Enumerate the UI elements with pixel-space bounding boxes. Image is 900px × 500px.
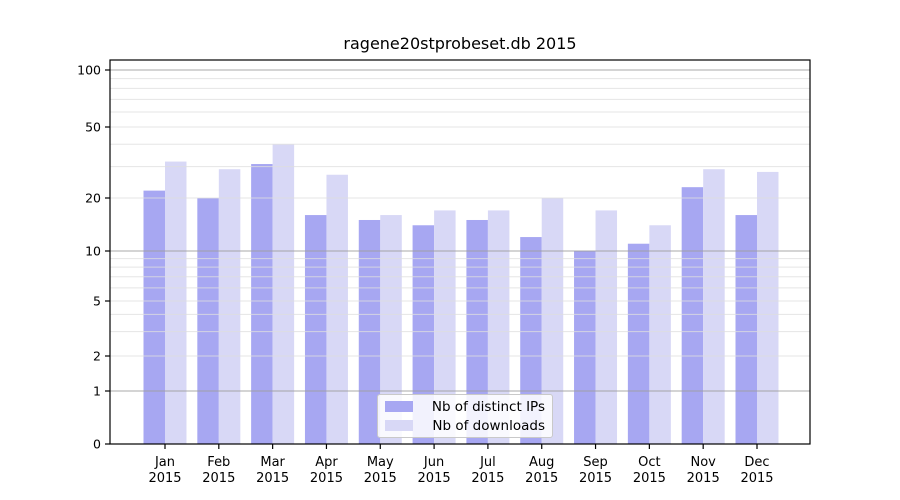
y-tick-label: 2	[93, 349, 101, 364]
bar-distinct-ips-mar	[251, 164, 273, 444]
bar-downloads-oct	[649, 225, 671, 444]
x-tick-label-month: Jun	[423, 455, 444, 470]
bar-distinct-ips-oct	[627, 243, 650, 444]
bar-distinct-ips-aug	[520, 237, 542, 444]
x-tick-label-year: 2015	[525, 471, 558, 486]
x-tick-label-year: 2015	[418, 471, 451, 486]
x-tick-label-month: Jul	[479, 455, 496, 470]
x-tick-label-month: May	[367, 455, 394, 470]
y-tick-label: 100	[77, 63, 101, 78]
x-tick-label-month: Sep	[583, 455, 608, 470]
bar-distinct-ips-feb	[197, 198, 219, 444]
x-tick-label-year: 2015	[579, 471, 612, 486]
x-tick-label-year: 2015	[687, 471, 720, 486]
y-tick-label: 0	[93, 437, 101, 452]
x-tick-label-month: Dec	[744, 455, 769, 470]
x-tick-label-year: 2015	[633, 471, 666, 486]
bar-distinct-ips-jun	[412, 225, 435, 444]
x-tick-label-year: 2015	[256, 471, 289, 486]
bar-downloads-mar	[272, 144, 295, 444]
bar-distinct-ips-sep	[574, 251, 596, 444]
bar-downloads-nov	[703, 169, 725, 444]
legend-entry-downloads: Nb of downloads	[385, 418, 545, 434]
x-tick-label-month: Apr	[315, 455, 338, 470]
legend: Nb of distinct IPs Nb of downloads	[377, 394, 553, 438]
y-tick-label: 10	[85, 244, 101, 259]
x-tick-label-month: Mar	[260, 455, 285, 470]
bar-downloads-dec	[757, 171, 779, 444]
bar-downloads-jul	[487, 210, 510, 444]
x-tick-label-year: 2015	[310, 471, 343, 486]
bar-downloads-jun	[434, 210, 456, 444]
y-tick-label: 1	[93, 384, 101, 399]
x-tick-label-year: 2015	[364, 471, 397, 486]
x-tick-label-month: Nov	[690, 455, 716, 470]
x-tick-label-month: Jan	[154, 455, 175, 470]
bar-distinct-ips-dec	[735, 215, 757, 444]
x-tick-label-year: 2015	[471, 471, 504, 486]
y-tick-label: 20	[85, 191, 101, 206]
x-tick-label-month: Feb	[207, 455, 230, 470]
y-tick-label: 5	[93, 294, 101, 309]
legend-swatch-downloads	[385, 420, 413, 431]
bar-downloads-sep	[595, 210, 618, 444]
bar-distinct-ips-nov	[681, 187, 704, 445]
x-tick-label-year: 2015	[202, 471, 235, 486]
bar-downloads-aug	[541, 198, 564, 444]
bar-downloads-jan	[165, 161, 187, 444]
x-tick-label-month: Aug	[529, 455, 554, 470]
y-tick-label: 50	[85, 120, 101, 135]
legend-label-downloads: Nb of downloads	[432, 417, 545, 434]
x-tick-label-month: Oct	[638, 455, 660, 470]
bar-downloads-feb	[218, 169, 241, 444]
legend-entry-distinct-ips: Nb of distinct IPs	[385, 399, 545, 415]
bar-distinct-ips-apr	[304, 215, 327, 444]
legend-label-distinct-ips: Nb of distinct IPs	[431, 398, 545, 415]
x-tick-label-year: 2015	[148, 471, 181, 486]
plot-border	[109, 59, 811, 445]
x-tick-label-year: 2015	[740, 471, 773, 486]
legend-swatch-distinct-ips	[385, 401, 413, 412]
bar-downloads-apr	[326, 174, 348, 444]
chart-title: ragene20stprobeset.db 2015	[343, 34, 577, 53]
bar-downloads-may	[380, 215, 402, 444]
bar-distinct-ips-jan	[143, 190, 165, 444]
